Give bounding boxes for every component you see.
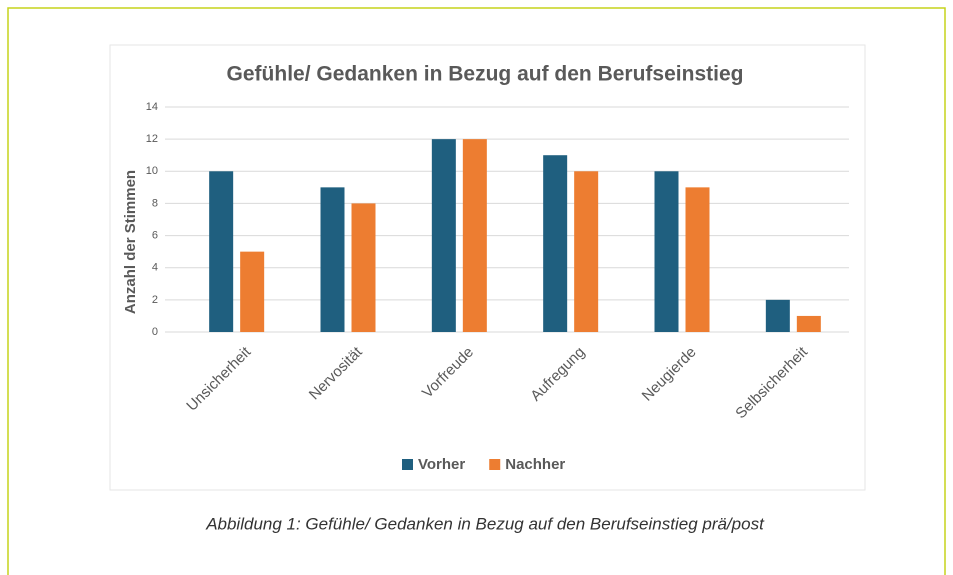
bar [240,251,265,332]
legend-swatch [489,459,501,470]
bar [209,171,234,332]
y-tick-label: 12 [146,133,158,145]
caption: Abbildung 1: Gefühle/ Gedanken in Bezug … [205,514,765,533]
bar [654,171,679,332]
bar [765,299,790,332]
bar [320,187,345,332]
legend-label: Nachher [505,456,565,473]
legend-swatch [402,459,413,470]
chart-title: Gefühle/ Gedanken in Bezug auf den Beruf… [227,63,744,86]
y-tick-label: 14 [146,101,158,113]
bar [462,139,487,332]
y-axis-title: Anzahl der Stimmen [122,170,139,314]
y-tick-label: 6 [152,229,158,241]
y-tick-label: 2 [152,294,158,306]
frame [7,7,946,575]
y-tick-label: 10 [146,165,158,177]
bar [796,315,821,332]
bar [685,187,710,332]
bar [351,203,376,332]
y-tick-label: 8 [152,197,158,209]
bar [574,171,599,332]
bar [431,139,456,332]
y-tick-label: 0 [152,326,158,338]
bar [543,155,568,332]
y-tick-label: 4 [152,262,158,274]
legend-label: Vorher [418,456,465,473]
